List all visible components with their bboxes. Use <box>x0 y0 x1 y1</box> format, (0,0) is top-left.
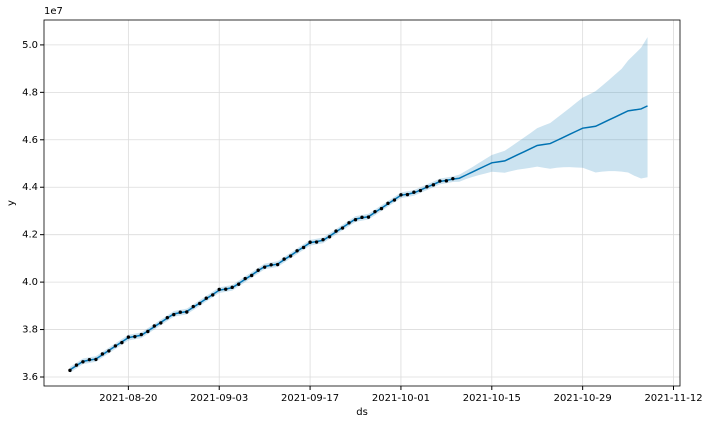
observed-point <box>295 249 299 253</box>
observed-point <box>87 357 92 362</box>
observed-point <box>120 340 124 345</box>
observed-point <box>275 262 280 267</box>
observed-point <box>126 335 131 339</box>
observed-point <box>308 240 312 244</box>
observed-point <box>256 268 260 272</box>
observed-point <box>107 349 111 353</box>
observed-point <box>431 183 436 187</box>
observed-point <box>68 368 72 373</box>
uncertainty-band <box>69 37 648 373</box>
observed-point <box>386 201 390 206</box>
x-tick-label: 2021-10-29 <box>554 393 612 404</box>
observed-point <box>418 188 423 193</box>
observed-point <box>321 237 325 242</box>
observed-point <box>236 282 241 286</box>
observed-point <box>133 334 137 339</box>
observed-point <box>100 352 105 356</box>
observed-point <box>314 240 319 244</box>
observed-point <box>249 273 254 278</box>
y-tick-label: 3.8 <box>22 325 38 336</box>
observed-point <box>373 209 377 214</box>
observed-point <box>178 310 182 314</box>
x-tick-label: 2021-09-17 <box>281 393 339 404</box>
observed-point <box>204 296 208 300</box>
observed-point <box>288 254 293 258</box>
observed-point <box>159 321 163 325</box>
observed-point <box>379 206 384 211</box>
observed-point <box>152 324 157 328</box>
observed-point <box>139 332 144 337</box>
observed-point <box>211 293 215 297</box>
y-tick-label: 4.4 <box>22 182 38 193</box>
observed-point <box>334 229 338 233</box>
observed-point <box>451 176 455 181</box>
x-tick-label: 2021-11-12 <box>644 393 702 404</box>
offset-label: 1e7 <box>44 6 63 17</box>
observed-point <box>438 179 442 183</box>
plot-frame <box>43 19 681 387</box>
y-tick-label: 4.8 <box>22 87 38 98</box>
observed-point <box>327 235 332 239</box>
observed-point <box>444 179 449 183</box>
observed-point <box>113 344 118 348</box>
observed-point <box>392 198 397 202</box>
observed-point <box>81 360 85 364</box>
observed-point <box>425 185 429 189</box>
y-tick-label: 4.0 <box>22 277 38 288</box>
y-tick-label: 5.0 <box>22 40 38 51</box>
x-tick-label: 2021-10-01 <box>372 393 430 404</box>
observed-point <box>366 215 371 219</box>
observed-point <box>165 315 170 320</box>
y-tick-label: 3.6 <box>22 372 38 383</box>
observed-point <box>217 287 221 292</box>
observed-point <box>185 310 189 314</box>
x-tick-label: 2021-08-20 <box>99 393 157 404</box>
observed-point <box>146 329 150 334</box>
x-tick-label: 2021-10-15 <box>463 393 521 404</box>
observed-point <box>282 257 286 261</box>
x-axis-label: ds <box>356 407 368 418</box>
observed-point <box>262 265 267 269</box>
observed-point <box>230 285 234 290</box>
observed-point <box>399 193 403 197</box>
observed-point <box>412 190 416 194</box>
x-tick-label: 2021-09-03 <box>190 393 248 404</box>
observed-point <box>353 218 358 222</box>
observed-point <box>74 363 79 367</box>
observed-point <box>405 192 410 197</box>
observed-point <box>243 276 247 281</box>
observed-point <box>301 245 306 250</box>
y-tick-label: 4.6 <box>22 135 38 146</box>
y-tick-label: 4.2 <box>22 230 38 241</box>
observed-point <box>347 221 351 225</box>
observed-point <box>172 312 176 317</box>
observed-point <box>94 357 98 362</box>
observed-point <box>191 304 195 309</box>
y-axis-label: y <box>6 200 17 206</box>
observed-point <box>198 301 202 306</box>
observed-point <box>360 215 364 220</box>
observed-point <box>269 263 273 267</box>
observed-point <box>224 287 228 291</box>
observed-point <box>340 226 345 230</box>
